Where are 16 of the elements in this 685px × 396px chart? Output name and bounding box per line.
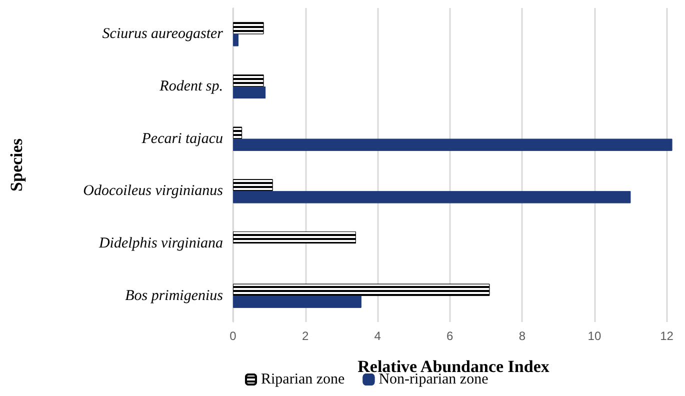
- y-tick-label: Sciurus aureogaster: [102, 26, 224, 42]
- x-tick-label: 12: [660, 329, 674, 343]
- y-tick-label: Rodent sp.: [158, 78, 223, 94]
- y-tick-label: Bos primigenius: [125, 288, 224, 304]
- legend-label: Non-riparian zone: [378, 372, 489, 388]
- x-tick-label: 4: [374, 329, 382, 343]
- x-tick-label: 8: [518, 329, 526, 343]
- x-tick-label: 0: [230, 329, 237, 343]
- y-tick-label: Didelphis virginiana: [98, 236, 223, 252]
- x-tick-label: 6: [446, 329, 454, 343]
- y-axis-title: Species: [7, 138, 26, 192]
- x-tick-label: 10: [588, 329, 602, 343]
- x-tick-label: 2: [302, 329, 309, 343]
- y-tick-label: Odocoileus virginianus: [83, 183, 224, 200]
- y-tick-label: Pecari tajacu: [140, 130, 223, 147]
- legend-label: Riparian zone: [261, 372, 346, 388]
